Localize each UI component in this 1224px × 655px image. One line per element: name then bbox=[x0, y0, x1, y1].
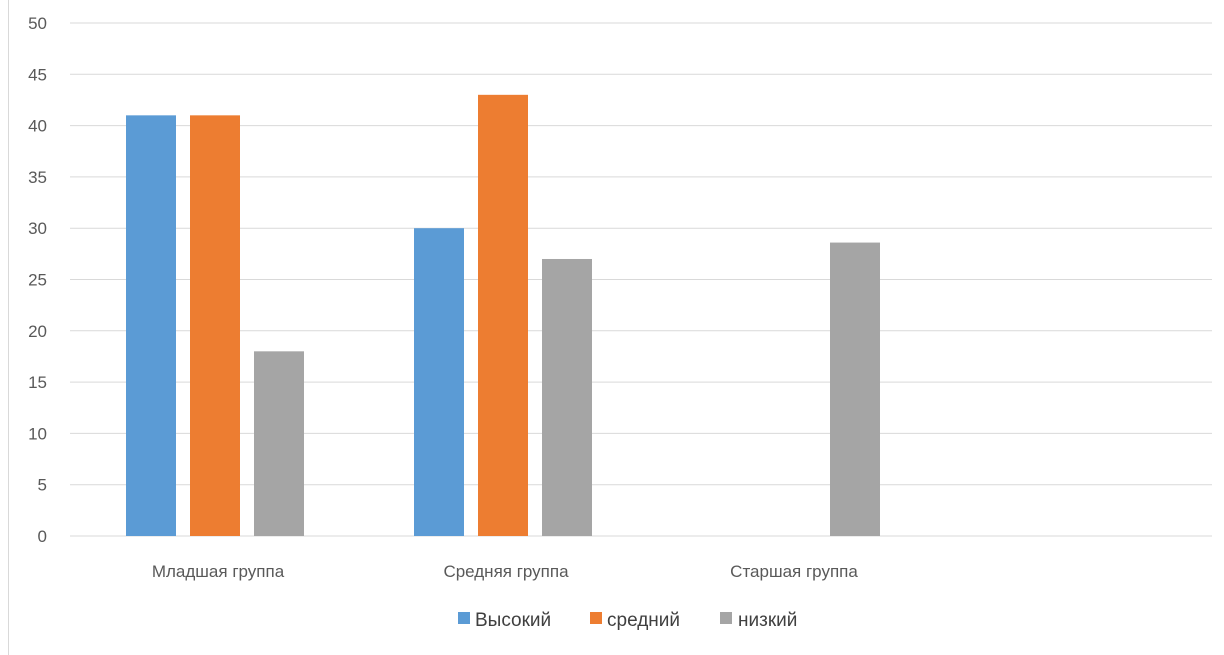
y-tick-label: 40 bbox=[28, 117, 47, 136]
chart-border bbox=[8, 0, 9, 655]
bar-2-1 bbox=[190, 115, 240, 536]
y-tick-label: 10 bbox=[28, 424, 47, 443]
bar-3-3 bbox=[830, 242, 880, 536]
x-tick-label: Старшая группа bbox=[730, 562, 858, 581]
legend-label: низкий bbox=[738, 610, 797, 631]
y-tick-label: 15 bbox=[28, 373, 47, 392]
y-tick-label: 35 bbox=[28, 168, 47, 187]
y-tick-label: 25 bbox=[28, 271, 47, 290]
legend-swatch bbox=[720, 612, 732, 624]
legend-swatch bbox=[458, 612, 470, 624]
bar-3-2 bbox=[542, 258, 592, 536]
x-tick-label: Младшая группа bbox=[152, 562, 285, 581]
legend-label: Высокий bbox=[475, 610, 551, 631]
bar-3-1 bbox=[254, 351, 304, 536]
legend-swatch bbox=[590, 612, 602, 624]
y-tick-label: 50 bbox=[28, 14, 47, 33]
bar-1-2 bbox=[414, 228, 464, 536]
x-tick-label: Средняя группа bbox=[443, 562, 569, 581]
y-tick-label: 30 bbox=[28, 219, 47, 238]
y-tick-label: 5 bbox=[38, 476, 47, 495]
bar-2-2 bbox=[478, 94, 528, 536]
bar-1-1 bbox=[126, 115, 176, 536]
legend-label: средний bbox=[607, 610, 680, 631]
y-tick-label: 20 bbox=[28, 322, 47, 341]
y-tick-label: 45 bbox=[28, 65, 47, 84]
y-tick-label: 0 bbox=[38, 527, 47, 546]
